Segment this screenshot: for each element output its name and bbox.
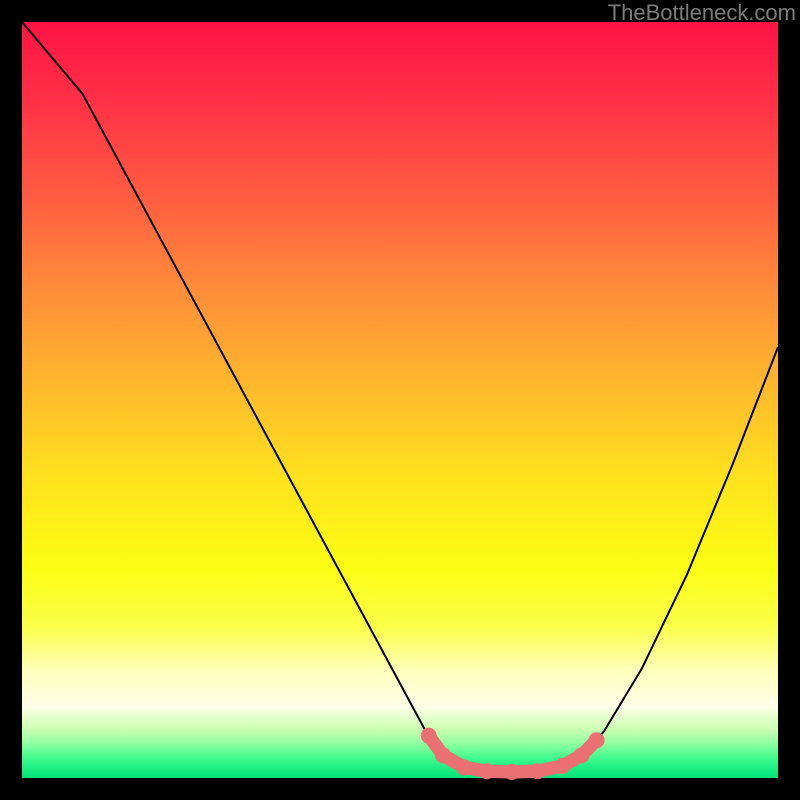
- optimal-point-marker: [436, 748, 450, 762]
- optimal-point-marker: [505, 765, 519, 779]
- optimal-point-marker: [590, 733, 604, 747]
- optimal-point-marker: [574, 748, 588, 762]
- optimal-point-marker: [422, 729, 436, 743]
- optimal-point-marker: [457, 760, 471, 774]
- optimal-point-marker: [556, 759, 570, 773]
- optimal-point-marker: [480, 764, 494, 778]
- optimal-point-marker: [531, 764, 545, 778]
- chart-background-gradient: [22, 22, 778, 778]
- bottleneck-chart-svg: [0, 0, 800, 800]
- chart-stage: TheBottleneck.com: [0, 0, 800, 800]
